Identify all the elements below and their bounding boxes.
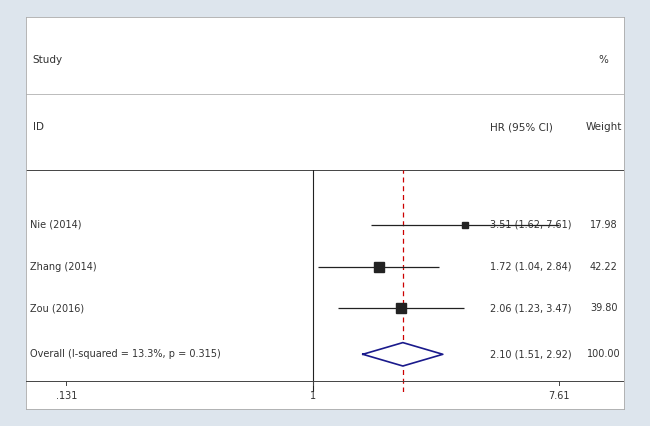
Text: ID: ID bbox=[32, 122, 44, 132]
Text: .131: .131 bbox=[56, 391, 77, 401]
Polygon shape bbox=[363, 343, 443, 366]
Text: 1.72 (1.04, 2.84): 1.72 (1.04, 2.84) bbox=[490, 262, 571, 271]
Text: %: % bbox=[599, 55, 608, 65]
Text: 3.51 (1.62, 7.61): 3.51 (1.62, 7.61) bbox=[490, 220, 571, 230]
Text: Zou (2016): Zou (2016) bbox=[30, 303, 84, 314]
Text: Zhang (2014): Zhang (2014) bbox=[30, 262, 96, 271]
Text: Study: Study bbox=[32, 55, 62, 65]
Text: 7.61: 7.61 bbox=[549, 391, 570, 401]
Text: 2.06 (1.23, 3.47): 2.06 (1.23, 3.47) bbox=[490, 303, 571, 314]
Text: HR (95% CI): HR (95% CI) bbox=[490, 122, 552, 132]
Text: Overall (I-squared = 13.3%, p = 0.315): Overall (I-squared = 13.3%, p = 0.315) bbox=[30, 349, 220, 359]
Text: 39.80: 39.80 bbox=[590, 303, 618, 314]
Text: 1: 1 bbox=[310, 391, 316, 401]
Text: Weight: Weight bbox=[586, 122, 622, 132]
Text: 17.98: 17.98 bbox=[590, 220, 618, 230]
Text: Nie (2014): Nie (2014) bbox=[30, 220, 81, 230]
Text: 42.22: 42.22 bbox=[590, 262, 618, 271]
Text: 100.00: 100.00 bbox=[587, 349, 621, 359]
Text: 2.10 (1.51, 2.92): 2.10 (1.51, 2.92) bbox=[490, 349, 571, 359]
